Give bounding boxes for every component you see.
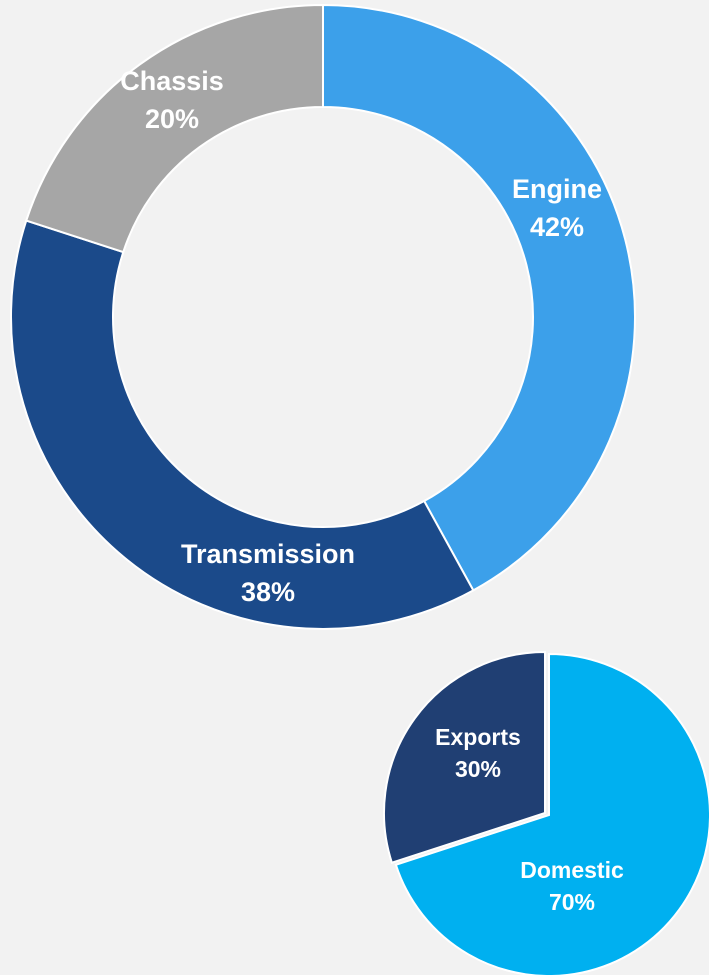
value-label: 70% <box>549 889 595 915</box>
category-label: Exports <box>435 724 521 750</box>
category-label: Transmission <box>181 539 355 569</box>
value-label: 42% <box>530 212 584 242</box>
donut-segment <box>25 3 324 254</box>
pie-slice <box>394 652 709 975</box>
pie-slice <box>383 650 546 865</box>
category-label: Chassis <box>120 66 224 96</box>
value-label: 30% <box>455 756 501 782</box>
category-label: Engine <box>512 174 602 204</box>
value-label: 38% <box>241 577 295 607</box>
category-label: Domestic <box>520 857 624 883</box>
value-label: 20% <box>145 104 199 134</box>
donut-segment <box>322 3 636 592</box>
donut-segment <box>10 219 475 630</box>
